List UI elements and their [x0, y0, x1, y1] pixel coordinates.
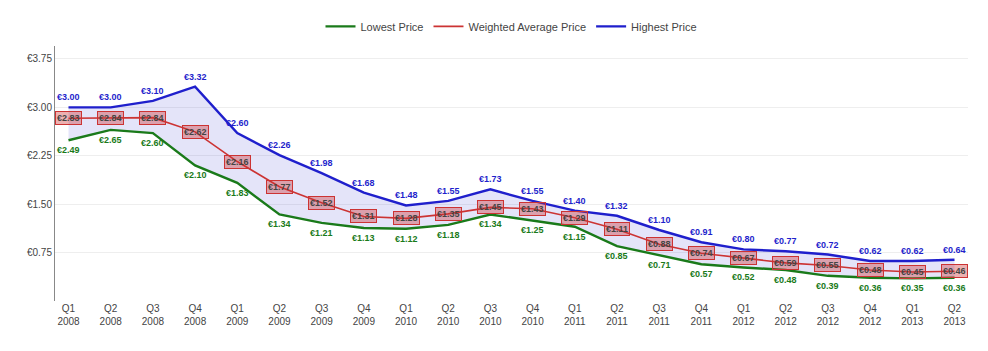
svg-text:€0.74: €0.74 — [690, 248, 713, 258]
svg-text:Q32012: Q32012 — [817, 303, 840, 327]
svg-text:Q32011: Q32011 — [648, 303, 670, 327]
svg-text:€0.80: €0.80 — [732, 234, 755, 244]
svg-text:Q22012: Q22012 — [775, 303, 798, 327]
svg-text:€0.71: €0.71 — [648, 260, 671, 270]
svg-text:€1.35: €1.35 — [437, 209, 460, 219]
svg-text:€1.55: €1.55 — [521, 186, 544, 196]
svg-text:€1.32: €1.32 — [605, 201, 628, 211]
svg-text:Q42010: Q42010 — [521, 303, 544, 327]
svg-text:€1.12: €1.12 — [395, 234, 418, 244]
svg-text:Lowest Price: Lowest Price — [361, 21, 424, 33]
svg-text:€0.39: €0.39 — [816, 281, 839, 291]
svg-text:€0.48: €0.48 — [774, 275, 797, 285]
svg-text:€0.48: €0.48 — [859, 265, 882, 275]
svg-text:€0.88: €0.88 — [648, 239, 671, 249]
svg-text:€0.59: €0.59 — [774, 258, 797, 268]
svg-text:€3.00: €3.00 — [27, 102, 52, 113]
svg-text:€1.28: €1.28 — [395, 213, 418, 223]
svg-text:€0.72: €0.72 — [816, 240, 839, 250]
svg-text:Q32008: Q32008 — [142, 303, 165, 327]
svg-text:€0.55: €0.55 — [816, 260, 839, 270]
svg-text:€0.62: €0.62 — [859, 246, 882, 256]
svg-text:€2.84: €2.84 — [141, 113, 164, 123]
svg-text:Q42008: Q42008 — [184, 303, 207, 327]
svg-text:Q22013: Q22013 — [943, 303, 966, 327]
svg-text:€0.57: €0.57 — [690, 269, 713, 279]
svg-text:€1.43: €1.43 — [521, 204, 544, 214]
svg-text:€1.55: €1.55 — [437, 186, 460, 196]
svg-text:€1.34: €1.34 — [268, 219, 291, 229]
svg-text:€1.98: €1.98 — [310, 158, 333, 168]
svg-text:€1.73: €1.73 — [479, 174, 502, 184]
svg-text:€1.18: €1.18 — [437, 230, 460, 240]
svg-text:€0.62: €0.62 — [901, 246, 924, 256]
svg-text:Q22008: Q22008 — [100, 303, 123, 327]
svg-text:€0.75: €0.75 — [27, 247, 52, 258]
svg-text:€3.32: €3.32 — [184, 72, 207, 82]
svg-text:€0.46: €0.46 — [943, 266, 966, 276]
svg-text:€2.16: €2.16 — [226, 157, 249, 167]
svg-text:Q12009: Q12009 — [226, 303, 249, 327]
svg-text:Weighted Average Price: Weighted Average Price — [468, 21, 586, 33]
svg-text:€0.45: €0.45 — [901, 267, 924, 277]
svg-text:€1.13: €1.13 — [352, 233, 375, 243]
svg-text:Q12012: Q12012 — [732, 303, 755, 327]
svg-text:€3.10: €3.10 — [141, 86, 164, 96]
svg-text:€3.00: €3.00 — [57, 92, 80, 102]
svg-text:€2.65: €2.65 — [99, 135, 122, 145]
svg-text:€0.64: €0.64 — [943, 245, 966, 255]
svg-text:€0.35: €0.35 — [901, 283, 924, 293]
svg-text:€1.48: €1.48 — [395, 190, 418, 200]
svg-text:€1.50: €1.50 — [27, 199, 52, 210]
svg-text:Q22011: Q22011 — [606, 303, 628, 327]
svg-text:€2.26: €2.26 — [268, 140, 291, 150]
svg-text:€1.40: €1.40 — [563, 196, 586, 206]
svg-text:Q22010: Q22010 — [437, 303, 460, 327]
svg-text:€2.49: €2.49 — [57, 145, 80, 155]
svg-text:€2.83: €2.83 — [57, 113, 80, 123]
svg-text:€1.11: €1.11 — [606, 224, 628, 234]
svg-text:€1.34: €1.34 — [479, 219, 502, 229]
svg-text:€2.84: €2.84 — [99, 113, 122, 123]
svg-text:€0.36: €0.36 — [943, 283, 966, 293]
svg-text:€1.21: €1.21 — [310, 228, 333, 238]
svg-text:Q42009: Q42009 — [353, 303, 376, 327]
svg-text:€3.75: €3.75 — [27, 53, 52, 64]
svg-text:Q32009: Q32009 — [311, 303, 334, 327]
svg-text:€1.52: €1.52 — [310, 198, 333, 208]
svg-text:€1.15: €1.15 — [563, 232, 586, 242]
svg-text:€1.31: €1.31 — [352, 211, 375, 221]
svg-text:€0.36: €0.36 — [859, 283, 882, 293]
svg-text:€2.60: €2.60 — [226, 118, 249, 128]
svg-text:Q42011: Q42011 — [691, 303, 713, 327]
svg-text:Q12010: Q12010 — [395, 303, 418, 327]
svg-text:€0.77: €0.77 — [774, 236, 797, 246]
svg-text:Q12013: Q12013 — [901, 303, 924, 327]
svg-text:€0.85: €0.85 — [605, 251, 628, 261]
svg-text:Q22009: Q22009 — [268, 303, 291, 327]
svg-text:€1.83: €1.83 — [226, 188, 249, 198]
svg-text:€0.52: €0.52 — [732, 272, 755, 282]
svg-text:€1.68: €1.68 — [352, 178, 375, 188]
svg-text:€0.67: €0.67 — [732, 253, 755, 263]
svg-text:€1.29: €1.29 — [563, 213, 586, 223]
svg-text:€2.25: €2.25 — [27, 150, 52, 161]
svg-text:Q12008: Q12008 — [57, 303, 80, 327]
svg-text:€2.60: €2.60 — [141, 138, 164, 148]
svg-text:Q12011: Q12011 — [564, 303, 586, 327]
svg-text:Q32010: Q32010 — [479, 303, 502, 327]
svg-text:€2.10: €2.10 — [184, 170, 207, 180]
svg-text:€0.91: €0.91 — [690, 227, 713, 237]
svg-text:€2.62: €2.62 — [184, 127, 207, 137]
svg-text:Q42012: Q42012 — [859, 303, 882, 327]
svg-text:€1.77: €1.77 — [268, 182, 291, 192]
svg-text:Highest Price: Highest Price — [631, 21, 696, 33]
svg-text:€1.45: €1.45 — [479, 202, 502, 212]
svg-text:€3.00: €3.00 — [99, 92, 122, 102]
svg-text:€1.10: €1.10 — [648, 215, 671, 225]
svg-text:€1.25: €1.25 — [521, 225, 544, 235]
